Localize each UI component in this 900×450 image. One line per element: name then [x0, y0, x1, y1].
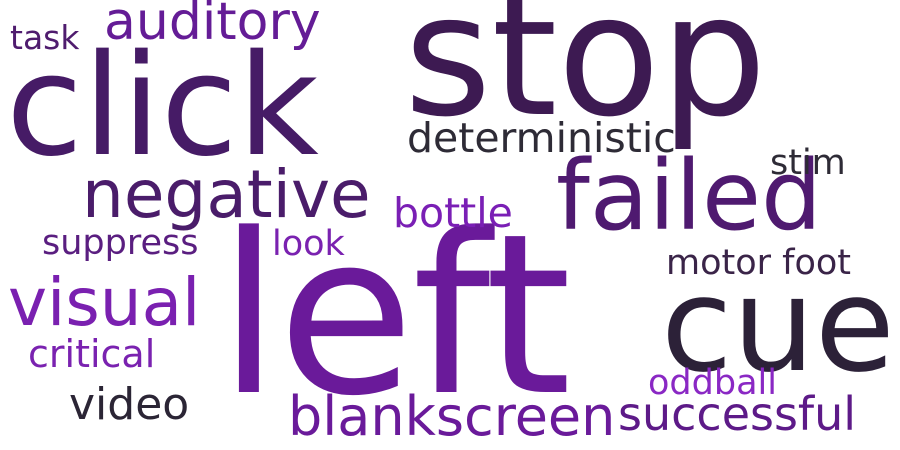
word-failed: failed — [556, 140, 822, 252]
word-task: task — [10, 18, 80, 57]
word-motor-foot: motor foot — [666, 243, 852, 283]
word-stim: stim — [770, 143, 846, 183]
word-bottle: bottle — [393, 189, 513, 237]
word-blankscreen: blankscreen — [288, 385, 616, 448]
word-suppress: suppress — [42, 223, 199, 263]
word-left: left — [218, 187, 572, 445]
word-successful: successful — [618, 387, 857, 441]
word-video: video — [69, 379, 190, 430]
word-cue: cue — [661, 249, 895, 401]
word-negative: negative — [82, 156, 371, 233]
word-stop: stop — [404, 0, 767, 154]
word-critical: critical — [28, 332, 156, 376]
word-visual: visual — [8, 264, 201, 341]
word-deterministic: deterministic — [407, 114, 676, 162]
word-look: look — [272, 224, 345, 264]
word-oddball: oddball — [648, 363, 777, 403]
word-click: click — [6, 25, 319, 188]
word-auditory: auditory — [104, 0, 321, 52]
